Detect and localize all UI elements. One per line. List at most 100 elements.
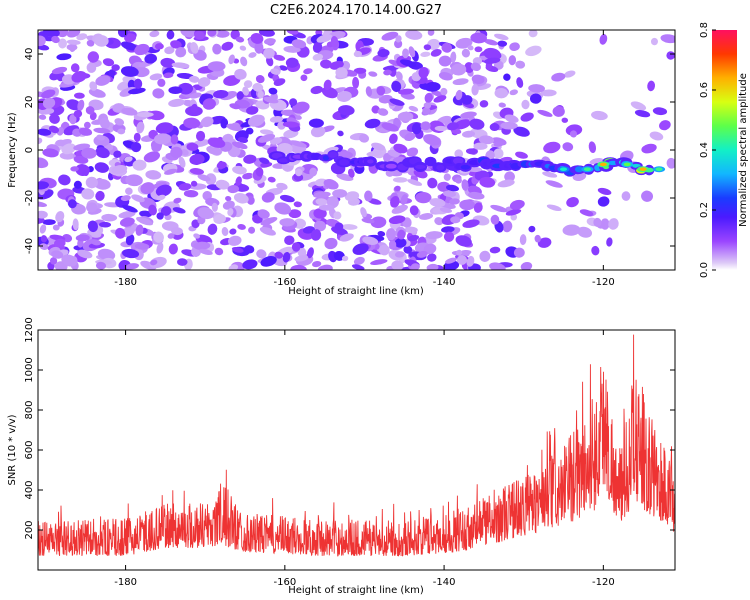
spectral-patch: [260, 216, 278, 226]
spectral-patch: [621, 191, 631, 201]
spectral-patch: [96, 134, 105, 141]
spectral-patch: [437, 181, 451, 192]
spectral-patch: [545, 180, 563, 188]
spectral-patch: [227, 235, 242, 246]
spectral-patch: [320, 59, 332, 69]
spectral-patch: [61, 254, 78, 267]
spectral-patch: [398, 88, 414, 95]
spectral-patch: [177, 258, 188, 266]
spectral-patch: [124, 33, 137, 43]
spectral-patch: [62, 234, 73, 243]
spectral-patch: [168, 98, 185, 107]
spectral-patch: [256, 249, 267, 259]
spectral-patch: [407, 235, 420, 242]
spectral-patch: [151, 142, 162, 152]
spectral-patch: [312, 261, 322, 268]
spectral-patch: [367, 159, 374, 164]
colorbar-tick-label: 0.8: [699, 22, 710, 38]
spectral-patch: [324, 237, 338, 250]
spectral-patch: [269, 116, 284, 123]
spectral-patch: [135, 224, 144, 236]
spectral-patch: [364, 190, 373, 202]
spectral-patch: [257, 209, 270, 219]
spectral-patch: [243, 154, 257, 164]
spectral-patch: [563, 70, 576, 78]
spectral-patch: [40, 235, 48, 243]
spectral-patch: [94, 162, 109, 173]
spectrogram-panel: -180 -160 -140 -120 -40 -20 0 20 40 Height of st…: [7, 29, 676, 297]
spectral-patch: [86, 202, 98, 213]
spectral-patch: [76, 33, 88, 41]
spectral-patch: [309, 167, 318, 177]
spectral-patch: [497, 40, 508, 47]
snr-series: [38, 334, 675, 557]
spectral-patch: [391, 260, 404, 270]
spectral-patch: [288, 209, 302, 219]
spectral-patch: [136, 112, 154, 118]
spectral-patch: [513, 247, 525, 258]
spectral-patch: [248, 52, 257, 58]
spectral-patch: [516, 77, 524, 88]
spectral-patch: [38, 137, 43, 145]
spectral-patch: [422, 107, 431, 115]
spectral-patch: [455, 235, 472, 247]
spectral-patch: [317, 264, 333, 270]
spectral-patch: [450, 216, 461, 224]
spectral-patch: [259, 226, 276, 236]
spectral-patch: [562, 142, 574, 152]
spectral-patch: [300, 74, 308, 82]
spectral-patch: [133, 78, 143, 89]
spectral-patch: [207, 223, 218, 235]
spectral-patch: [446, 184, 459, 192]
spectral-patch: [246, 106, 259, 115]
spectral-patch: [232, 141, 248, 150]
spectral-patch: [128, 87, 146, 95]
spectral-patch: [170, 134, 179, 145]
x-tick-label: -160: [273, 277, 296, 288]
spectral-patch: [66, 39, 81, 45]
spectral-patch: [415, 192, 432, 204]
spectral-patch: [84, 121, 91, 129]
spectral-patch: [70, 166, 79, 172]
spectral-patch: [376, 86, 386, 96]
spectral-patch: [540, 89, 557, 97]
spectral-patch: [75, 234, 90, 242]
spectral-patch: [231, 246, 244, 253]
spectral-patch: [519, 234, 527, 246]
spectral-patch: [427, 253, 437, 262]
spectral-patch: [212, 43, 222, 55]
spectral-patch: [193, 241, 211, 250]
spectral-patch: [630, 101, 647, 111]
spectral-patch: [474, 46, 483, 53]
colorbar: 0.0 0.2 0.4 0.6 0.8 Normalized spectral ampl…: [699, 22, 749, 278]
spectral-patch: [86, 62, 97, 73]
spectral-patch: [423, 102, 431, 109]
spectral-patch: [124, 156, 133, 163]
spectral-patch: [450, 51, 457, 63]
spectral-patch: [395, 71, 403, 81]
spectral-patch: [666, 157, 675, 169]
spectral-patch: [188, 75, 200, 83]
spectral-patch: [95, 147, 110, 159]
spectral-patch: [497, 179, 515, 188]
spectral-patch: [425, 231, 443, 240]
spectral-patch: [337, 130, 344, 137]
spectral-patch: [389, 98, 405, 106]
spectral-patch: [213, 89, 229, 99]
spectral-patch: [168, 86, 183, 95]
spectral-patch: [341, 224, 358, 230]
spectral-patch: [113, 150, 122, 158]
spectral-patch: [207, 61, 226, 72]
spectral-patch: [38, 201, 48, 207]
y-tick-label: -40: [24, 238, 35, 254]
spectral-patch: [407, 179, 423, 186]
spectral-patch: [336, 91, 352, 102]
spectral-patch: [415, 164, 426, 169]
spectral-patch: [504, 114, 519, 123]
spectral-patch: [87, 220, 99, 233]
spectral-patch: [154, 43, 164, 50]
spectral-patch: [237, 136, 249, 143]
spectral-patch: [462, 130, 476, 138]
spectral-patch: [261, 192, 275, 203]
spectral-patch: [406, 147, 419, 157]
